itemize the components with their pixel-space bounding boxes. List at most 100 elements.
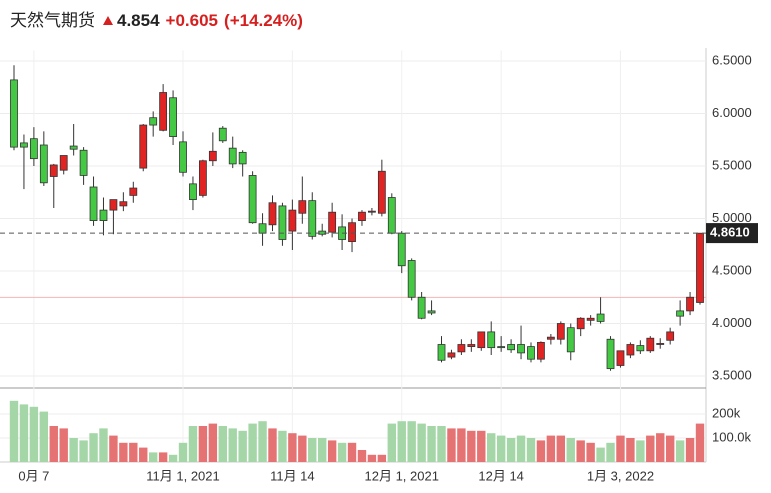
- x-tick-label: 1月 3, 2022: [587, 468, 654, 483]
- volume-bar: [516, 435, 526, 462]
- candle-body: [546, 336, 555, 340]
- candle-body: [59, 155, 68, 171]
- volume-bar: [626, 438, 635, 462]
- candle-body: [169, 97, 177, 137]
- candle-body: [49, 164, 58, 177]
- volume-bar: [9, 400, 19, 462]
- volume-bar: [278, 430, 287, 462]
- candle-body: [397, 232, 406, 267]
- volume-bar: [218, 426, 227, 462]
- candle-body: [159, 92, 168, 131]
- candle-body: [517, 344, 525, 354]
- y-tick-label: 6.5000: [712, 52, 752, 67]
- volume-bar: [496, 435, 506, 462]
- candle-body: [129, 187, 138, 196]
- candle-body: [208, 150, 217, 162]
- volume-bar: [318, 438, 327, 462]
- candle-body: [556, 323, 565, 340]
- candle-body: [576, 317, 585, 330]
- candle-body: [596, 313, 605, 322]
- volume-bar: [148, 452, 158, 462]
- volume-bar: [129, 442, 138, 462]
- candle-body: [238, 151, 247, 165]
- volume-bar: [437, 426, 446, 462]
- volume-bar: [546, 435, 556, 462]
- volume-bar: [327, 440, 337, 462]
- candle-body: [447, 352, 456, 358]
- candle-body: [368, 210, 376, 213]
- volume-bar: [377, 454, 387, 462]
- volume-bar: [258, 421, 267, 462]
- candle-body: [676, 310, 685, 317]
- candle-body: [467, 344, 476, 347]
- y-tick-label: 5.0000: [712, 210, 752, 225]
- volume-bar: [248, 423, 257, 462]
- candle-body: [417, 296, 426, 319]
- up-arrow: [103, 16, 113, 25]
- volume-bar: [228, 428, 237, 462]
- candle-body: [89, 186, 98, 221]
- candle-body: [437, 344, 446, 361]
- candle-body: [606, 338, 615, 370]
- change: +0.605: [165, 11, 219, 30]
- candle-body: [348, 222, 356, 242]
- volume-bar: [168, 454, 178, 462]
- candle-body: [407, 260, 416, 298]
- candle-body: [686, 296, 694, 312]
- instrument-name: 天然气期货: [10, 11, 95, 30]
- candle-body: [646, 337, 655, 352]
- y-tick-label: 6.0000: [712, 105, 752, 120]
- volume-tick-label: 100.0k: [712, 429, 752, 444]
- volume-bar: [556, 435, 566, 462]
- y-tick-label: 3.5000: [712, 367, 752, 382]
- candle-body: [109, 199, 118, 211]
- volume-bar: [99, 428, 108, 462]
- volume-bar: [675, 440, 685, 462]
- candle-body: [189, 183, 197, 201]
- change-percent: (+14.24%): [224, 11, 303, 30]
- candle-body: [696, 232, 704, 303]
- volume-bar: [387, 423, 396, 462]
- header: 天然气期货 4.854 +0.605 (+14.24%): [10, 6, 309, 31]
- volume-bar: [357, 450, 367, 462]
- volume-bar: [665, 435, 675, 462]
- volume-bar: [178, 442, 188, 462]
- volume-bar: [367, 454, 377, 462]
- volume-bar: [288, 433, 297, 462]
- volume-bar: [59, 428, 68, 462]
- candle-body: [427, 310, 436, 314]
- volume-bar: [109, 435, 118, 462]
- candle-body: [656, 343, 665, 345]
- volume-bar: [576, 440, 585, 462]
- candle-body: [616, 350, 625, 366]
- volume-bar: [208, 423, 218, 462]
- candle-body: [477, 331, 486, 349]
- candle-body: [29, 138, 38, 160]
- volume-bar: [49, 426, 58, 462]
- candle-body: [328, 211, 337, 233]
- candle-body: [268, 202, 277, 226]
- last-price-box: [706, 223, 758, 244]
- candle-body: [537, 341, 545, 360]
- volume-bar: [506, 438, 516, 462]
- volume-bar: [308, 438, 317, 462]
- candle-body: [99, 209, 108, 222]
- last-price: 4.854: [117, 11, 160, 30]
- volume-bar: [347, 442, 357, 462]
- volume-bar: [656, 433, 665, 462]
- volume-bar: [695, 423, 705, 462]
- candle-body: [566, 327, 575, 353]
- volume-bar: [29, 406, 39, 462]
- candle-body: [457, 344, 466, 353]
- volume-bar: [337, 442, 347, 462]
- candle-body: [20, 142, 28, 148]
- last-price-label: 4.8610: [710, 225, 750, 240]
- volume-bar: [536, 440, 546, 462]
- candle-body: [666, 331, 675, 341]
- x-tick-label: 12月 1, 2021: [365, 468, 439, 483]
- candle-body: [497, 346, 506, 349]
- volume-bar: [198, 426, 208, 462]
- volume-bar: [89, 433, 98, 462]
- candle-body: [278, 205, 287, 240]
- volume-bar: [467, 430, 476, 462]
